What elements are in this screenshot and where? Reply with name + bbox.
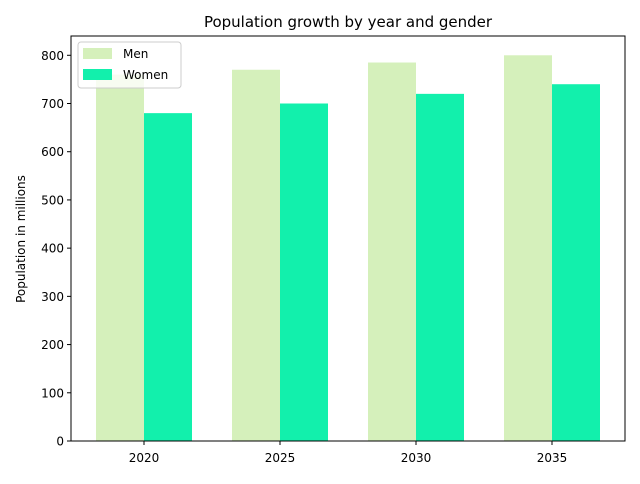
y-tick-label: 300 (41, 290, 64, 304)
y-axis-ticks: 0 100 200 300 400 500 600 700 800 (41, 49, 71, 449)
y-tick-label: 500 (41, 193, 64, 207)
legend-label-men: Men (123, 47, 148, 61)
bar-men-2035 (504, 55, 552, 442)
bar-men-2025 (232, 69, 280, 441)
chart-title: Population growth by year and gender (204, 13, 493, 31)
y-tick-label: 800 (41, 49, 64, 63)
x-tick-label: 2030 (401, 451, 432, 465)
plot-frame (70, 35, 626, 442)
legend: Men Women (77, 41, 182, 89)
y-tick-label: 200 (41, 338, 64, 352)
bars-layer (96, 55, 600, 442)
legend-swatch-men (83, 48, 112, 59)
bar-men-2020 (96, 74, 144, 442)
bar-women-2035 (552, 84, 600, 441)
y-tick-label: 100 (41, 386, 64, 400)
x-axis-ticks: 2020 2025 2030 2035 (129, 441, 568, 465)
y-axis-label: Population in millions (14, 175, 28, 303)
y-tick-label: 400 (41, 242, 64, 256)
y-tick-label: 600 (41, 145, 64, 159)
bar-women-2025 (280, 103, 328, 441)
x-tick-label: 2020 (129, 451, 160, 465)
x-tick-label: 2025 (265, 451, 296, 465)
bar-women-2020 (144, 113, 192, 442)
x-tick-label: 2035 (537, 451, 568, 465)
y-tick-label: 700 (41, 97, 64, 111)
y-tick-label: 0 (56, 435, 64, 449)
bar-men-2030 (368, 62, 416, 442)
legend-label-women: Women (123, 68, 168, 82)
bar-women-2030 (416, 93, 464, 441)
legend-swatch-women (83, 69, 112, 80)
